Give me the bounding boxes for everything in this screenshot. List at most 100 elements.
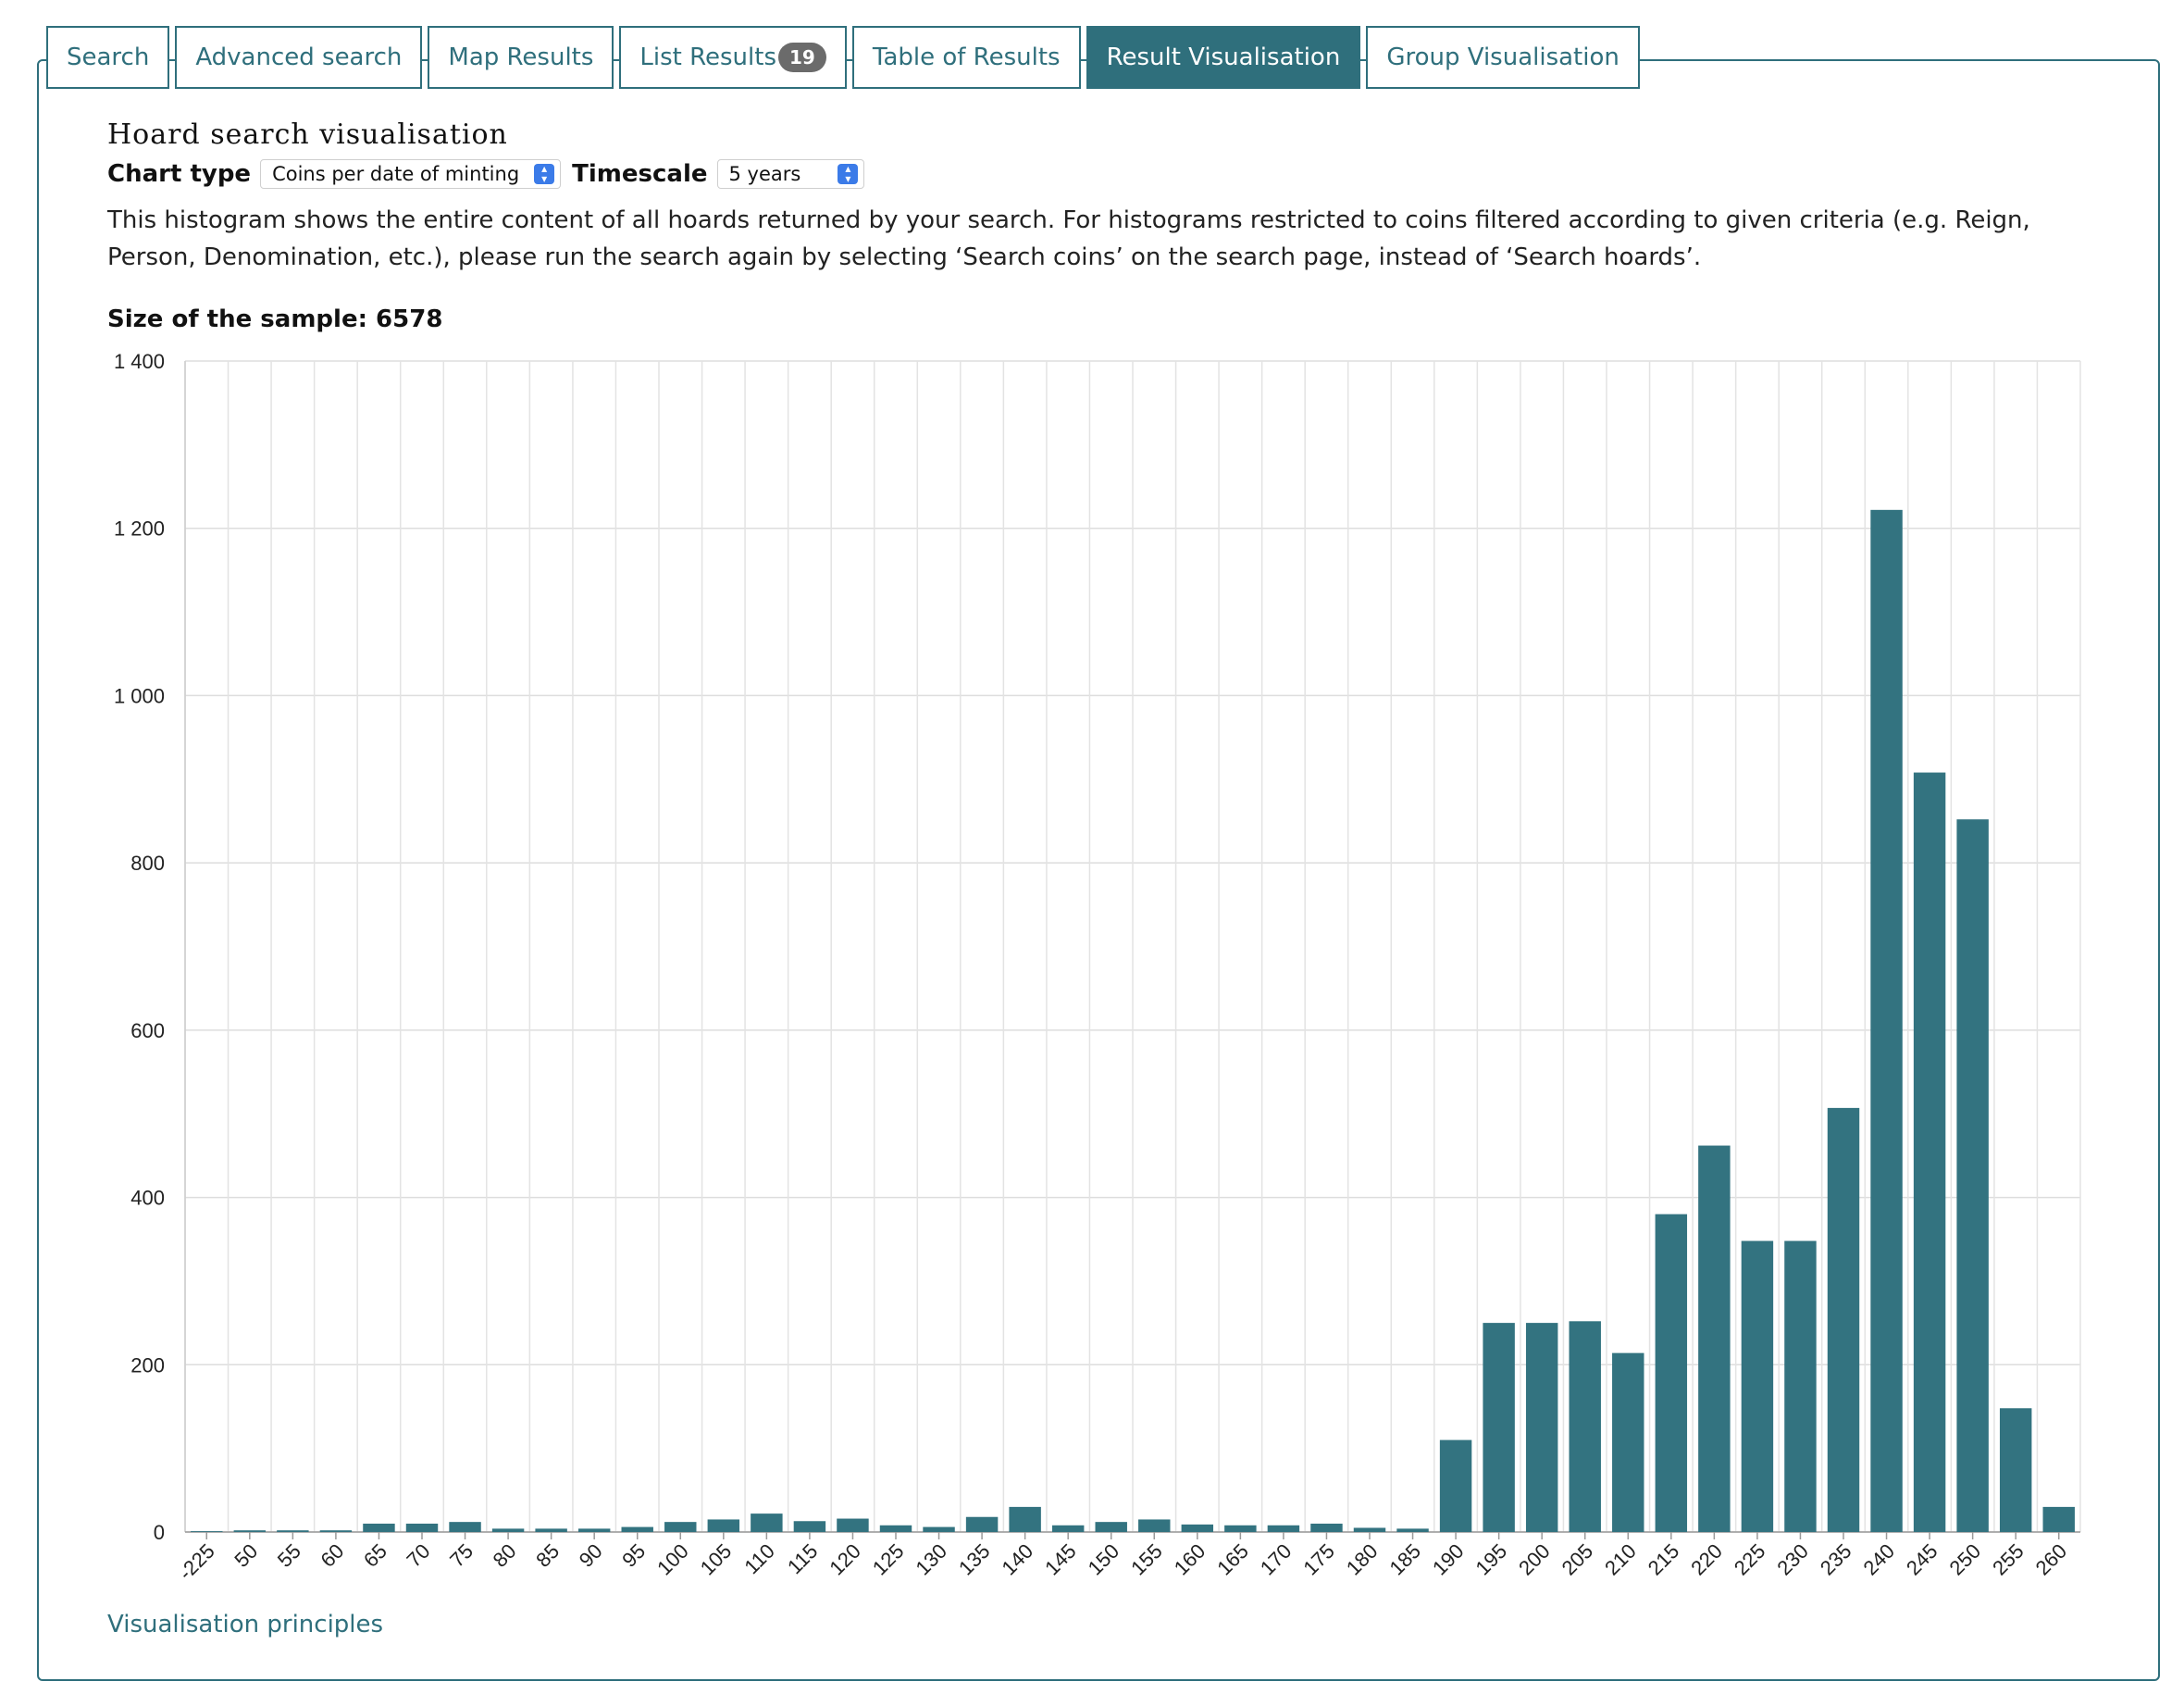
histogram-bar	[1439, 1439, 1472, 1532]
x-tick-label: 125	[868, 1539, 909, 1580]
sample-size-value: 6578	[376, 305, 443, 333]
x-tick-label: 145	[1040, 1539, 1081, 1580]
histogram-bar	[751, 1513, 783, 1532]
x-tick-label: 255	[1988, 1539, 2029, 1580]
x-tick-label: -225	[174, 1539, 219, 1585]
x-tick-label: 50	[230, 1539, 262, 1572]
x-tick-label: 110	[739, 1539, 778, 1578]
x-tick-label: 70	[403, 1539, 435, 1572]
select-arrows-icon: ▴ ▾	[534, 163, 555, 184]
x-tick-label: 105	[696, 1539, 737, 1580]
tab-map-results[interactable]: Map Results	[428, 26, 614, 89]
x-tick-label: 130	[911, 1539, 951, 1580]
x-tick-label: 150	[1084, 1539, 1124, 1580]
histogram-bar	[1784, 1240, 1817, 1532]
y-tick-label: 800	[130, 852, 165, 875]
histogram-bar	[707, 1519, 740, 1532]
y-tick-label: 400	[130, 1187, 165, 1210]
histogram-bar	[577, 1528, 611, 1532]
histogram-bar	[1396, 1528, 1429, 1532]
sample-size: Size of the sample: 6578	[107, 305, 442, 333]
chart-type-value: Coins per date of minting	[272, 163, 520, 185]
x-tick-label: 235	[1816, 1539, 1856, 1580]
x-tick-label: 240	[1858, 1539, 1899, 1580]
chart-description: This histogram shows the entire content …	[107, 206, 2030, 271]
histogram-bar	[793, 1521, 826, 1532]
histogram-bar	[1483, 1323, 1515, 1532]
tab-label: Advanced search	[195, 44, 403, 71]
histogram-bar	[1224, 1525, 1257, 1532]
y-tick-label: 1 000	[114, 684, 165, 707]
y-tick-label: 200	[130, 1353, 165, 1376]
histogram-bar	[1267, 1525, 1300, 1532]
chart-controls: Chart type Coins per date of minting ▴ ▾ …	[107, 159, 875, 189]
timescale-label: Timescale	[572, 160, 708, 188]
x-tick-label: 180	[1342, 1539, 1383, 1580]
x-tick-label: 185	[1384, 1539, 1425, 1580]
x-tick-label: 95	[617, 1539, 650, 1572]
timescale-value: 5 years	[728, 163, 801, 185]
x-tick-label: 60	[316, 1539, 348, 1572]
histogram-bar	[319, 1530, 353, 1532]
histogram-bar	[1698, 1145, 1731, 1532]
histogram-bar	[277, 1530, 309, 1532]
histogram-bar	[2042, 1506, 2075, 1532]
tab-label: Search	[67, 44, 150, 71]
histogram-bar	[1095, 1522, 1127, 1532]
x-tick-label: 200	[1514, 1539, 1555, 1580]
timescale-select[interactable]: 5 years ▴ ▾	[716, 159, 865, 189]
chart-type-label: Chart type	[107, 160, 252, 188]
tab-group-visualisation[interactable]: Group Visualisation	[1366, 26, 1640, 89]
histogram-bar	[1870, 509, 1903, 1532]
tab-search[interactable]: Search	[46, 26, 170, 89]
x-tick-label: 260	[2031, 1539, 2072, 1580]
x-tick-label: 115	[783, 1539, 822, 1578]
histogram-bar	[879, 1525, 912, 1532]
histogram-bar	[1310, 1523, 1343, 1532]
x-tick-label: 155	[1126, 1539, 1167, 1580]
histogram-bar	[405, 1523, 439, 1532]
x-tick-label: 230	[1772, 1539, 1813, 1580]
histogram-bar	[1353, 1527, 1386, 1532]
histogram-bar	[1138, 1519, 1171, 1532]
histogram-bar	[1999, 1408, 2032, 1532]
tab-label: Group Visualisation	[1386, 44, 1619, 71]
tab-list-results[interactable]: List Results 19	[619, 26, 847, 89]
y-tick-label: 600	[130, 1019, 165, 1042]
x-tick-label: 75	[445, 1539, 478, 1572]
histogram-bar	[965, 1516, 999, 1532]
x-tick-label: 90	[575, 1539, 607, 1572]
tab-table-of-results[interactable]: Table of Results	[851, 26, 1081, 89]
visualisation-principles-link[interactable]: Visualisation principles	[107, 1611, 384, 1638]
x-tick-label: 55	[273, 1539, 305, 1572]
histogram-bar	[1569, 1321, 1601, 1532]
tab-bar: Search Advanced search Map Results List …	[46, 26, 1645, 91]
y-tick-label: 0	[154, 1521, 165, 1544]
histogram-bar	[191, 1531, 223, 1532]
histogram-bar	[1827, 1107, 1860, 1532]
chart-type-select[interactable]: Coins per date of minting ▴ ▾	[260, 159, 562, 189]
tab-label: Table of Results	[872, 44, 1061, 71]
x-tick-label: 165	[1212, 1539, 1253, 1580]
histogram-bar	[233, 1530, 267, 1532]
histogram-bar	[1913, 772, 1946, 1532]
x-tick-label: 205	[1557, 1539, 1598, 1580]
x-tick-label: 160	[1170, 1539, 1210, 1580]
tab-label: Result Visualisation	[1106, 44, 1341, 71]
histogram-bar	[1956, 819, 1989, 1532]
tab-advanced-search[interactable]: Advanced search	[175, 26, 423, 89]
y-tick-label: 1 200	[114, 517, 165, 541]
x-tick-label: 225	[1730, 1539, 1770, 1580]
x-tick-label: 215	[1644, 1539, 1684, 1580]
tab-label: List Results	[639, 44, 777, 71]
x-tick-label: 100	[652, 1539, 693, 1580]
x-tick-label: 190	[1428, 1539, 1469, 1580]
histogram-bar	[363, 1523, 395, 1532]
histogram-bar	[664, 1522, 697, 1532]
tab-result-visualisation[interactable]: Result Visualisation	[1086, 26, 1361, 89]
x-tick-label: 175	[1298, 1539, 1339, 1580]
select-arrows-icon: ▴ ▾	[838, 163, 859, 184]
histogram-bar	[449, 1522, 481, 1532]
x-tick-label: 195	[1471, 1539, 1512, 1580]
